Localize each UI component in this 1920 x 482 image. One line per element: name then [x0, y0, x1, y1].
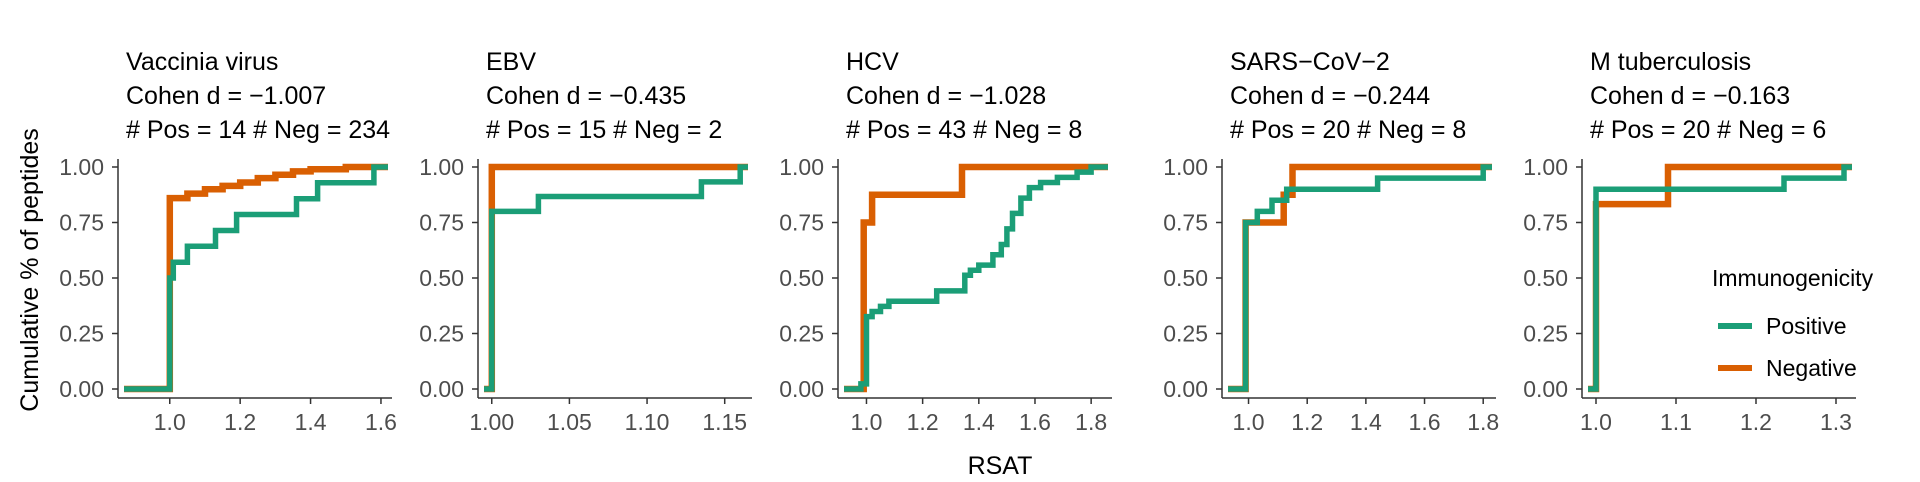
panel-title: Vaccinia virus	[126, 48, 278, 76]
panel-subtitle-line: # Pos = 15 # Neg = 2	[486, 116, 722, 144]
x-tick-label: 1.3	[1820, 409, 1852, 435]
x-tick-label: 1.2	[1291, 409, 1323, 435]
panel-m-tuberculosis: M tuberculosis Cohen d = −0.163 # Pos = 20…	[1523, 48, 1856, 435]
x-tick-label: 1.4	[963, 409, 995, 435]
x-tick-label: 1.6	[1409, 409, 1441, 435]
ecdf-line-positive	[484, 164, 748, 392]
x-tick-label: 1.2	[907, 409, 939, 435]
ecdf-line-negative	[1228, 163, 1492, 393]
legend-positive-label: Positive	[1766, 313, 1847, 339]
ecdf-line-negative	[844, 163, 1108, 393]
legend-negative-label: Negative	[1766, 355, 1857, 381]
panel-title: HCV	[846, 48, 899, 76]
x-tick-label: 1.4	[295, 409, 327, 435]
y-tick-label: 0.00	[1523, 376, 1568, 402]
y-tick-label: 0.00	[59, 376, 104, 402]
y-tick-label: 0.25	[1163, 321, 1208, 347]
x-tick-label: 1.0	[850, 409, 882, 435]
y-tick-label: 0.00	[419, 376, 464, 402]
panel-subtitle-line: Cohen d = −1.028	[846, 82, 1046, 110]
x-tick-label: 1.0	[1580, 409, 1612, 435]
ecdf-line-positive	[124, 164, 388, 392]
y-tick-label: 1.00	[1523, 154, 1568, 180]
x-tick-label: 1.0	[1233, 409, 1265, 435]
x-axis-title: RSAT	[968, 452, 1033, 480]
y-tick-label: 0.25	[59, 321, 104, 347]
x-tick-label: 1.2	[224, 409, 256, 435]
ecdf-line-positive	[1588, 164, 1852, 392]
panel-subtitle-line: # Pos = 43 # Neg = 8	[846, 116, 1082, 144]
x-tick-label: 1.0	[154, 409, 186, 435]
panel-title: M tuberculosis	[1590, 48, 1751, 76]
x-tick-label: 1.15	[702, 409, 747, 435]
y-axis-title: Cumulative % of peptides	[16, 128, 44, 411]
panel-hcv: HCV Cohen d = −1.028 # Pos = 43 # Neg = 8 0…	[779, 48, 1112, 435]
y-tick-label: 0.75	[419, 210, 464, 236]
x-tick-label: 1.4	[1350, 409, 1382, 435]
panel-subtitle-line: # Pos = 14 # Neg = 234	[126, 116, 390, 144]
y-tick-label: 0.50	[779, 265, 824, 291]
x-tick-label: 1.00	[469, 409, 514, 435]
y-tick-label: 0.75	[1163, 210, 1208, 236]
ecdf-line-positive	[844, 164, 1108, 392]
x-tick-label: 1.10	[625, 409, 670, 435]
ecdf-line-positive	[1228, 164, 1492, 392]
panel-subtitle-line: Cohen d = −1.007	[126, 82, 326, 110]
panel-ebv: EBV Cohen d = −0.435 # Pos = 15 # Neg = 2 0…	[419, 48, 752, 435]
x-tick-label: 1.2	[1740, 409, 1772, 435]
y-tick-label: 1.00	[419, 154, 464, 180]
y-tick-label: 1.00	[779, 154, 824, 180]
panel-subtitle-line: # Pos = 20 # Neg = 8	[1230, 116, 1466, 144]
panel-sars-cov-2: SARS−CoV−2 Cohen d = −0.244 # Pos = 20 # N…	[1163, 48, 1499, 435]
panel-title: EBV	[486, 48, 536, 76]
x-tick-label: 1.1	[1660, 409, 1692, 435]
y-tick-label: 0.50	[1523, 265, 1568, 291]
legend: Immunogenicity Positive Negative	[1712, 265, 1874, 381]
x-tick-label: 1.05	[547, 409, 592, 435]
y-tick-label: 1.00	[1163, 154, 1208, 180]
y-tick-label: 0.75	[1523, 210, 1568, 236]
y-tick-label: 0.25	[1523, 321, 1568, 347]
panel-subtitle-line: # Pos = 20 # Neg = 6	[1590, 116, 1826, 144]
x-tick-label: 1.8	[1467, 409, 1499, 435]
y-tick-label: 0.50	[1163, 265, 1208, 291]
panels: Vaccinia virus Cohen d = −1.007 # Pos = 14…	[59, 48, 1856, 435]
y-tick-label: 0.25	[779, 321, 824, 347]
panel-subtitle-line: Cohen d = −0.244	[1230, 82, 1430, 110]
y-tick-label: 0.50	[419, 265, 464, 291]
y-tick-label: 0.00	[1163, 376, 1208, 402]
panel-title: SARS−CoV−2	[1230, 48, 1390, 76]
x-tick-label: 1.6	[365, 409, 397, 435]
panel-subtitle-line: Cohen d = −0.163	[1590, 82, 1790, 110]
panel-vaccinia: Vaccinia virus Cohen d = −1.007 # Pos = 14…	[59, 48, 397, 435]
x-tick-label: 1.8	[1075, 409, 1107, 435]
y-tick-label: 0.75	[779, 210, 824, 236]
ecdf-line-negative	[124, 163, 388, 393]
ecdf-line-negative	[484, 163, 748, 393]
y-tick-label: 0.75	[59, 210, 104, 236]
panel-subtitle-line: Cohen d = −0.435	[486, 82, 686, 110]
y-tick-label: 0.00	[779, 376, 824, 402]
y-tick-label: 1.00	[59, 154, 104, 180]
x-tick-label: 1.6	[1019, 409, 1051, 435]
legend-title: Immunogenicity	[1712, 265, 1874, 291]
y-tick-label: 0.25	[419, 321, 464, 347]
y-tick-label: 0.50	[59, 265, 104, 291]
